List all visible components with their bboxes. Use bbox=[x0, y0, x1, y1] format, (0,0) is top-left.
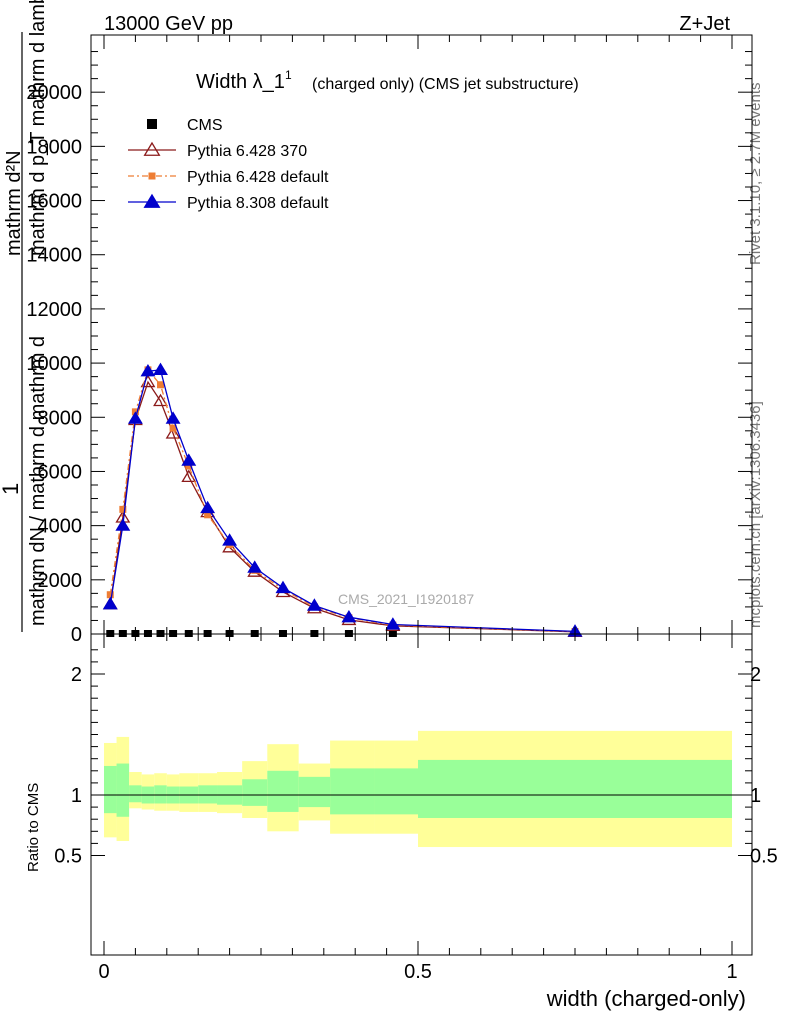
ratio-ytick-label-right: 2 bbox=[750, 664, 761, 686]
uncertainty-band-inner bbox=[129, 785, 142, 803]
legend-marker bbox=[143, 193, 161, 208]
data-point bbox=[385, 617, 401, 630]
main-ytick-label: 10000 bbox=[26, 353, 82, 375]
main-ytick-label: 18000 bbox=[26, 136, 82, 158]
legend-item: Pythia 8.308 default bbox=[128, 193, 329, 212]
uncertainty-band-inner bbox=[330, 768, 375, 815]
main-ytick-label: 20000 bbox=[26, 82, 82, 104]
ratio-ytick-label: 0.5 bbox=[54, 846, 82, 868]
legend: CMS Pythia 6.428 370 Pythia 6.428 default P… bbox=[128, 117, 329, 212]
uncertainty-band-inner bbox=[104, 765, 117, 814]
plot-subtitle: (charged only) (CMS jet substructure) bbox=[312, 76, 579, 93]
ratio-ytick-label: 2 bbox=[71, 664, 82, 686]
data-point bbox=[275, 580, 291, 594]
ylabel-top: mathrm d²N bbox=[3, 150, 25, 256]
uncertainty-band-inner bbox=[154, 785, 167, 804]
uncertainty-band-inner bbox=[267, 770, 299, 812]
main-ytick-label: 0 bbox=[71, 624, 82, 646]
xlabel: width (charged-only) bbox=[546, 986, 746, 1011]
ratio-plot-panel: 0.5 0.5 1 1 2 2 0 0.5 1 bbox=[54, 633, 778, 983]
uncertainty-band-inner bbox=[298, 776, 331, 808]
data-point bbox=[102, 596, 118, 610]
legend-marker bbox=[143, 141, 161, 156]
data-point bbox=[200, 500, 216, 514]
legend-label: CMS bbox=[187, 117, 223, 134]
data-point bbox=[119, 505, 127, 513]
ylabel-bottom: mathrm dN / mathrm d mathrm d bbox=[27, 336, 49, 626]
main-ytick-label: 6000 bbox=[38, 461, 83, 483]
data-point bbox=[341, 609, 357, 623]
ratio-ytick-label: 1 bbox=[71, 785, 82, 807]
data-point bbox=[247, 560, 263, 573]
xtick-label: 0.5 bbox=[404, 961, 432, 983]
data-point bbox=[165, 411, 181, 424]
main-ylabel: mathrm d²N mathrm d p_T mathrm d lambda … bbox=[0, 0, 49, 632]
main-ytick-label: 16000 bbox=[26, 191, 82, 213]
ratio-ytick-label-right: 1 bbox=[750, 785, 761, 807]
data-point bbox=[153, 393, 168, 407]
legend-marker bbox=[147, 119, 157, 129]
legend-marker bbox=[148, 172, 156, 180]
data-point bbox=[165, 426, 181, 439]
main-ytick-label: 14000 bbox=[26, 245, 82, 267]
legend-item: CMS bbox=[147, 117, 223, 134]
legend-item: Pythia 6.428 370 bbox=[128, 141, 307, 160]
legend-label: Pythia 6.428 default bbox=[187, 169, 329, 186]
data-point bbox=[153, 362, 168, 376]
data-point bbox=[115, 518, 131, 531]
header-left: 13000 GeV pp bbox=[104, 13, 233, 35]
data-point bbox=[157, 381, 165, 389]
xtick-label: 1 bbox=[726, 961, 737, 983]
analysis-watermark: CMS_2021_I1920187 bbox=[338, 591, 474, 607]
data-point bbox=[169, 424, 177, 432]
xtick-label: 0 bbox=[98, 961, 109, 983]
data-point bbox=[306, 598, 322, 611]
data-point bbox=[181, 469, 197, 483]
uncertainty-band-inner bbox=[242, 779, 268, 806]
data-point bbox=[140, 363, 156, 377]
uncertainty-band-inner bbox=[198, 785, 218, 804]
rivet-label: Rivet 3.1.10, ≥ 2.7M events bbox=[747, 83, 764, 266]
uncertainty-band-inner bbox=[418, 759, 732, 818]
header-right: Z+Jet bbox=[679, 13, 730, 35]
mcplots-label: mcplots.cern.ch [arXiv:1306.3436] bbox=[747, 401, 764, 628]
main-plot-panel: 0 2000 4000 6000 8000 10000 12000 14000 16000 180… bbox=[26, 34, 753, 646]
ylabel-one: 1 bbox=[0, 483, 23, 495]
main-ytick-label: 8000 bbox=[38, 407, 83, 429]
data-point bbox=[181, 453, 197, 466]
uncertainty-band-inner bbox=[374, 768, 418, 815]
legend-item: Pythia 6.428 default bbox=[128, 169, 329, 186]
data-point bbox=[106, 591, 114, 599]
series-line bbox=[109, 368, 576, 633]
main-ytick-label: 12000 bbox=[26, 299, 82, 321]
main-ytick-label: 2000 bbox=[38, 570, 83, 592]
main-ytick-label: 4000 bbox=[38, 516, 83, 538]
legend-label: Pythia 8.308 default bbox=[187, 195, 329, 212]
data-point bbox=[204, 511, 212, 519]
legend-label: Pythia 6.428 370 bbox=[187, 143, 307, 160]
uncertainty-band-inner bbox=[116, 763, 130, 817]
ratio-ylabel: Ratio to CMS bbox=[25, 783, 42, 872]
plot-title: Width λ_11 bbox=[196, 68, 292, 93]
ylabel-top2: mathrm d p_T mathrm d lambda bbox=[27, 0, 49, 256]
data-point bbox=[127, 411, 143, 424]
ratio-ytick-label-right: 0.5 bbox=[750, 846, 778, 868]
data-point bbox=[185, 462, 193, 470]
series-pythia-8-308-default bbox=[102, 362, 583, 637]
data-point bbox=[222, 533, 238, 546]
